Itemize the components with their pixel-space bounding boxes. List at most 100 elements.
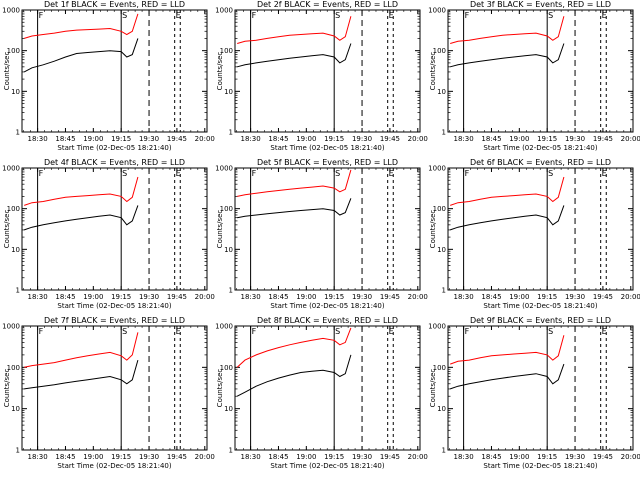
x-tick-label: 19:30: [352, 293, 372, 301]
y-axis-label: Counts/sec: [3, 52, 11, 91]
series-line: [24, 359, 139, 390]
x-tick-label: 19:15: [537, 453, 557, 461]
x-tick-label: 19:00: [509, 293, 529, 301]
x-tick-label: 18:45: [55, 135, 75, 143]
y-tick-label: 1000: [2, 7, 20, 15]
plot-frame: [21, 325, 208, 451]
x-tick-label: 20:00: [621, 135, 640, 143]
time-marker-label: E: [602, 327, 607, 336]
y-tick-label: 1000: [2, 165, 20, 173]
time-marker-label: F: [39, 11, 44, 20]
x-tick-label: 19:30: [139, 135, 159, 143]
y-tick-label: 10: [11, 405, 20, 413]
x-tick-label: 19:45: [380, 293, 400, 301]
x-tick-label: 18:45: [268, 135, 288, 143]
x-tick-label: 18:30: [28, 293, 48, 301]
panel-det-6: Det 6f BLACK = Events, RED = LLD Counts/s…: [428, 158, 640, 310]
x-tick-label: 19:00: [296, 135, 316, 143]
x-axis-label: Start Time (02-Dec-05 18:21:40): [270, 302, 384, 310]
series-line: [236, 327, 352, 368]
x-tick-label: 19:00: [509, 453, 529, 461]
time-marker-label: F: [252, 327, 257, 336]
x-tick-label: 20:00: [195, 453, 215, 461]
x-tick-label: 20:00: [621, 293, 640, 301]
y-tick-label: 10: [224, 246, 233, 254]
time-marker-label: S: [335, 327, 340, 336]
panel-title: Det 1f BLACK = Events, RED = LLD: [44, 0, 185, 9]
x-tick-label: 18:30: [241, 135, 261, 143]
time-marker-label: E: [602, 11, 607, 20]
y-tick-label: 1: [442, 447, 446, 455]
series-line: [237, 169, 352, 197]
y-tick-label: 1: [442, 287, 446, 295]
x-tick-label: 19:30: [565, 453, 585, 461]
panel-title: Det 3f BLACK = Events, RED = LLD: [470, 0, 611, 9]
y-tick-label: 1000: [215, 323, 233, 331]
x-tick-label: 19:15: [111, 453, 131, 461]
plot-frame: [447, 167, 634, 291]
series-line: [450, 16, 565, 44]
y-tick-label: 1: [16, 287, 20, 295]
y-axis-label: Counts/sec: [3, 369, 11, 408]
time-marker-label: S: [548, 327, 553, 336]
x-axis-label: Start Time (02-Dec-05 18:21:40): [57, 144, 171, 152]
y-tick-label: 100: [220, 364, 233, 372]
y-axis-label: Counts/sec: [216, 52, 224, 91]
plot-frame: [447, 325, 634, 451]
y-tick-label: 10: [437, 246, 446, 254]
panel-det-9: Det 9f BLACK = Events, RED = LLD Counts/s…: [428, 316, 640, 470]
x-tick-label: 19:00: [83, 135, 103, 143]
x-tick-label: 19:45: [167, 135, 187, 143]
x-tick-label: 19:45: [593, 293, 613, 301]
x-tick-label: 18:45: [481, 293, 501, 301]
x-tick-label: 18:45: [481, 135, 501, 143]
series-line: [24, 205, 139, 231]
panel-det-8: Det 8f BLACK = Events, RED = LLD Counts/s…: [215, 316, 428, 470]
plot-frame: [21, 9, 208, 133]
series-line: [24, 176, 139, 206]
series-line: [237, 198, 352, 219]
x-tick-label: 19:45: [593, 135, 613, 143]
time-marker-label: S: [122, 169, 127, 178]
y-tick-label: 100: [220, 47, 233, 55]
x-tick-label: 18:45: [268, 293, 288, 301]
x-tick-label: 19:00: [83, 293, 103, 301]
y-axis-label: Counts/sec: [429, 52, 437, 91]
y-tick-label: 100: [433, 205, 446, 213]
x-tick-label: 18:30: [241, 453, 261, 461]
x-tick-label: 19:15: [111, 135, 131, 143]
time-marker-label: S: [335, 11, 340, 20]
y-tick-label: 1: [229, 447, 233, 455]
plot-frame: [234, 9, 421, 133]
series-line: [237, 43, 352, 68]
x-tick-label: 19:15: [537, 135, 557, 143]
time-marker-label: S: [122, 11, 127, 20]
x-tick-label: 19:45: [167, 293, 187, 301]
x-tick-label: 18:45: [55, 453, 75, 461]
panel-title: Det 9f BLACK = Events, RED = LLD: [470, 316, 611, 325]
x-tick-label: 19:30: [565, 135, 585, 143]
time-marker-label: E: [389, 169, 394, 178]
panel-det-1: Det 1f BLACK = Events, RED = LLD Counts/s…: [2, 0, 215, 152]
y-tick-label: 10: [224, 405, 233, 413]
plot-frame: [234, 167, 421, 291]
x-tick-label: 18:30: [241, 293, 261, 301]
time-marker-label: F: [465, 327, 470, 336]
panel-title: Det 2f BLACK = Events, RED = LLD: [257, 0, 398, 9]
plot-frame: [447, 9, 634, 133]
time-marker-label: F: [465, 169, 470, 178]
y-tick-label: 100: [7, 205, 20, 213]
y-tick-label: 1: [229, 287, 233, 295]
time-marker-label: F: [39, 169, 44, 178]
x-tick-label: 19:30: [139, 453, 159, 461]
x-tick-label: 19:00: [296, 293, 316, 301]
panel-title: Det 6f BLACK = Events, RED = LLD: [470, 158, 611, 167]
series-line: [24, 332, 139, 368]
series-line: [450, 363, 565, 390]
panel-det-2: Det 2f BLACK = Events, RED = LLD Counts/s…: [215, 0, 428, 152]
series-line: [236, 354, 352, 397]
x-tick-label: 19:45: [593, 453, 613, 461]
time-marker-label: E: [176, 327, 181, 336]
x-tick-label: 19:30: [352, 453, 372, 461]
plot-frame: [234, 325, 421, 451]
